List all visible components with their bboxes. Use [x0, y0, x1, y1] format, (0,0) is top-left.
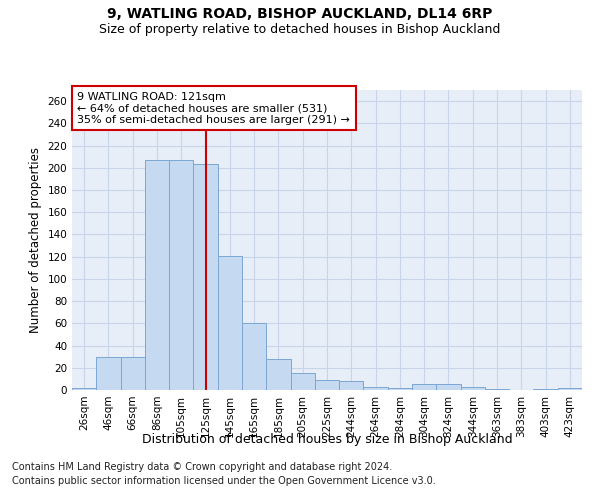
Text: 9 WATLING ROAD: 121sqm
← 64% of detached houses are smaller (531)
35% of semi-de: 9 WATLING ROAD: 121sqm ← 64% of detached… [77, 92, 350, 124]
Bar [218, 256, 242, 390]
Bar [315, 380, 339, 390]
Text: Distribution of detached houses by size in Bishop Auckland: Distribution of detached houses by size … [142, 432, 512, 446]
Bar [485, 389, 509, 390]
Bar [339, 381, 364, 390]
Bar [121, 356, 145, 390]
Bar [436, 384, 461, 390]
Bar [533, 389, 558, 390]
Bar [364, 386, 388, 390]
Bar [290, 374, 315, 390]
Bar [388, 388, 412, 390]
Bar [558, 388, 582, 390]
Y-axis label: Number of detached properties: Number of detached properties [29, 147, 42, 333]
Bar [266, 359, 290, 390]
Text: Contains HM Land Registry data © Crown copyright and database right 2024.: Contains HM Land Registry data © Crown c… [12, 462, 392, 472]
Text: 9, WATLING ROAD, BISHOP AUCKLAND, DL14 6RP: 9, WATLING ROAD, BISHOP AUCKLAND, DL14 6… [107, 8, 493, 22]
Bar [242, 324, 266, 390]
Bar [461, 386, 485, 390]
Bar [145, 160, 169, 390]
Bar [96, 356, 121, 390]
Bar [412, 384, 436, 390]
Text: Contains public sector information licensed under the Open Government Licence v3: Contains public sector information licen… [12, 476, 436, 486]
Bar [193, 164, 218, 390]
Bar [169, 160, 193, 390]
Bar [72, 388, 96, 390]
Text: Size of property relative to detached houses in Bishop Auckland: Size of property relative to detached ho… [100, 22, 500, 36]
